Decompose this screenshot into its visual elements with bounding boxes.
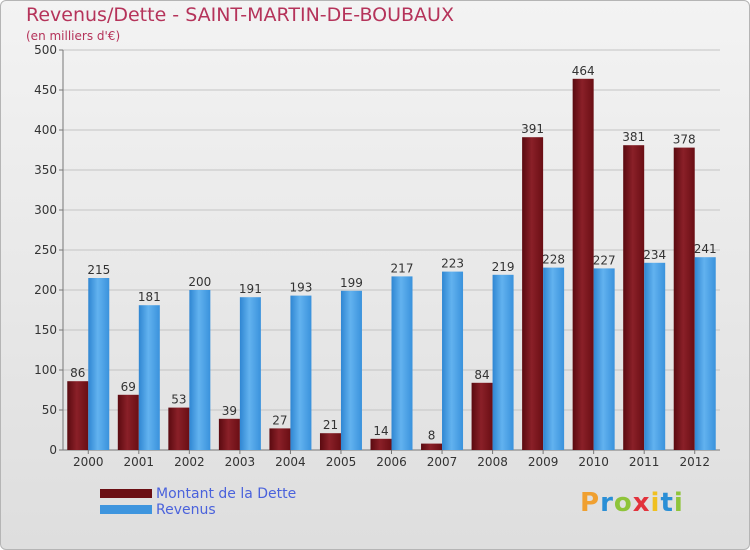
bar-revenus (290, 295, 312, 450)
logo-letter: i (650, 488, 661, 518)
x-tick-label: 2000 (73, 455, 104, 469)
x-tick-label: 2006 (376, 455, 407, 469)
data-label-dette: 53 (171, 393, 186, 407)
bar-revenus (189, 290, 211, 450)
bar-revenus (340, 290, 362, 450)
data-label-dette: 464 (572, 64, 595, 78)
legend-label-dette: Montant de la Dette (156, 486, 297, 502)
y-tick-label: 400 (34, 123, 57, 137)
bar-revenus (88, 278, 110, 450)
data-label-revenus: 219 (492, 260, 515, 274)
bar-revenus (543, 267, 565, 450)
data-label-dette: 69 (121, 380, 136, 394)
y-tick-label: 300 (34, 203, 57, 217)
chart-subtitle: (en milliers d'€) (26, 29, 121, 43)
x-tick-label: 2011 (629, 455, 660, 469)
bar-dette (623, 145, 645, 450)
data-label-dette: 84 (474, 368, 489, 382)
bar-dette (572, 78, 594, 451)
logo-letter: x (632, 488, 651, 518)
data-label-revenus: 191 (239, 282, 262, 296)
legend-label-revenus: Revenus (156, 502, 216, 518)
bar-dette (218, 418, 240, 450)
bar-revenus (442, 271, 464, 450)
logo-letter: r (600, 488, 614, 518)
y-tick-label: 50 (42, 403, 57, 417)
bar-dette (168, 407, 190, 450)
x-tick-label: 2005 (326, 455, 357, 469)
data-label-dette: 391 (521, 122, 544, 136)
bar-dette (522, 137, 544, 450)
bar-revenus (593, 268, 615, 450)
chart-title: Revenus/Dette - SAINT-MARTIN-DE-BOUBAUX (26, 4, 454, 26)
bar-revenus (644, 262, 666, 450)
y-tick-label: 350 (34, 163, 57, 177)
x-tick-label: 2010 (578, 455, 609, 469)
bar-revenus (391, 276, 413, 450)
bar-dette (67, 381, 89, 450)
logo-letter: t (660, 488, 674, 518)
bar-dette (471, 382, 493, 450)
data-label-revenus: 234 (643, 248, 666, 262)
data-label-dette: 86 (70, 366, 85, 380)
x-tick-label: 2007 (427, 455, 458, 469)
data-label-dette: 27 (272, 413, 287, 427)
x-tick-label: 2009 (528, 455, 559, 469)
proxiti-logo: Proxiti (580, 488, 684, 518)
data-label-revenus: 181 (138, 290, 161, 304)
x-tick-label: 2001 (124, 455, 155, 469)
data-label-revenus: 193 (289, 281, 312, 295)
bar-revenus (694, 257, 716, 450)
data-label-revenus: 241 (694, 242, 717, 256)
logo-letter: o (613, 488, 633, 518)
data-label-revenus: 228 (542, 253, 565, 267)
y-tick-label: 150 (34, 323, 57, 337)
logo-letter: i (673, 488, 684, 518)
y-tick-label: 200 (34, 283, 57, 297)
bar-revenus (239, 297, 261, 450)
logo-letter: P (580, 488, 601, 518)
data-label-revenus: 227 (593, 253, 616, 267)
y-tick-label: 500 (34, 43, 57, 57)
data-label-dette: 21 (323, 418, 338, 432)
bar-revenus (138, 305, 160, 450)
x-tick-label: 2003 (225, 455, 256, 469)
y-tick-label: 250 (34, 243, 57, 257)
x-tick-label: 2012 (679, 455, 710, 469)
bar-dette (319, 433, 341, 450)
legend-swatch-revenus (100, 505, 152, 514)
bar-dette (117, 394, 139, 450)
data-label-dette: 14 (373, 424, 388, 438)
legend-swatch-dette (100, 489, 152, 498)
data-label-dette: 39 (222, 404, 237, 418)
bar-dette (421, 443, 443, 450)
data-label-revenus: 199 (340, 276, 363, 290)
y-tick-label: 0 (49, 443, 57, 457)
x-tick-label: 2002 (174, 455, 205, 469)
x-tick-label: 2004 (275, 455, 306, 469)
data-label-dette: 381 (622, 130, 645, 144)
data-label-revenus: 223 (441, 257, 464, 271)
bar-dette (269, 428, 291, 450)
y-tick-label: 100 (34, 363, 57, 377)
data-label-dette: 378 (673, 133, 696, 147)
bar-dette (370, 438, 392, 450)
data-label-revenus: 200 (188, 275, 211, 289)
data-label-revenus: 215 (87, 263, 110, 277)
y-tick-label: 450 (34, 83, 57, 97)
bar-dette (673, 147, 695, 450)
data-label-revenus: 217 (391, 261, 414, 275)
bar-revenus (492, 274, 514, 450)
data-label-dette: 8 (428, 429, 436, 443)
x-tick-label: 2008 (477, 455, 508, 469)
